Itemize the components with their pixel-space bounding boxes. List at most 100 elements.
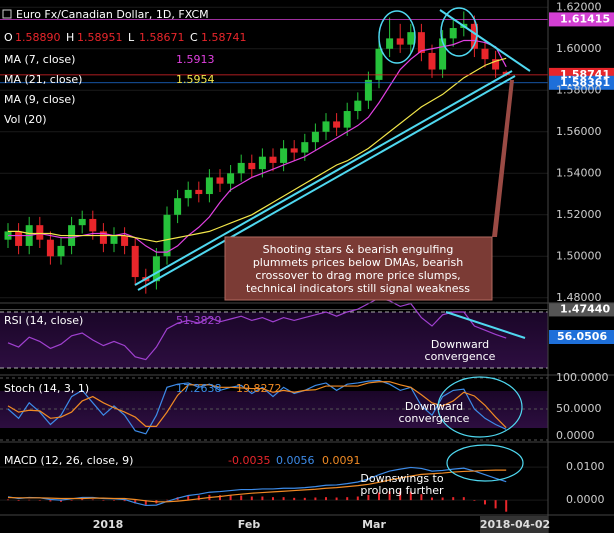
price-marker-label: 1.58741: [560, 68, 610, 81]
y-tick-label: 1.48000: [556, 291, 602, 304]
macd-histogram-bar: [367, 494, 370, 501]
candle-body: [396, 38, 404, 45]
y-tick-label: 0.0000: [556, 429, 595, 442]
macd-histogram-bar: [7, 499, 9, 501]
y-tick-label: 1.58000: [556, 83, 602, 96]
highlight-circle: [437, 376, 523, 438]
macd-histogram-bar: [113, 500, 115, 501]
indicator-value: 51.3829: [176, 314, 222, 327]
candle-body: [280, 148, 288, 163]
candle-body: [428, 52, 436, 70]
indicator-value: 19.8272: [236, 382, 282, 395]
candle-body: [258, 156, 266, 170]
price-marker-box: [549, 12, 614, 27]
rsi-line: [7, 297, 507, 361]
stoch-line: [7, 379, 507, 435]
candle-body: [301, 142, 309, 153]
indicator-name: MA (9, close): [4, 93, 75, 106]
candle-body: [417, 32, 425, 53]
candle-body: [78, 218, 86, 226]
candle-body: [311, 131, 319, 143]
y-tick-label: 100.0000: [556, 371, 609, 384]
macd-histogram-bar: [441, 497, 444, 501]
rsi-marker-label: 56.0506: [557, 330, 607, 343]
candle-body: [110, 235, 118, 244]
indicator-name: MACD (12, 26, close, 9): [4, 454, 133, 467]
macd-histogram-bar: [282, 497, 285, 501]
x-tick-label: 2018: [93, 518, 124, 531]
y-tick-label: 1.56000: [556, 125, 602, 138]
trend-line: [134, 70, 513, 286]
candle-body: [163, 214, 171, 257]
macd-histogram-bar: [187, 495, 190, 501]
trend-line: [137, 75, 516, 291]
highlight-circle: [378, 10, 416, 64]
macd-histogram-bar: [399, 491, 402, 501]
ohlc-key: O: [4, 31, 13, 44]
indicator-name: RSI (14, close): [4, 314, 83, 327]
macd-histogram-bar: [197, 495, 200, 501]
price-marker-label: 1.61415: [560, 12, 610, 25]
price-marker-label: 1.58361: [560, 76, 610, 89]
macd-histogram-bar: [144, 500, 147, 505]
macd-histogram-bar: [335, 497, 338, 501]
candle-body: [470, 23, 478, 49]
x-tick-label: 2018-04-02: [480, 518, 550, 531]
macd-histogram-bar: [303, 497, 306, 501]
candle-body: [354, 100, 362, 112]
macd-histogram-bar: [505, 500, 508, 512]
macd-histogram-bar: [81, 499, 84, 501]
macd-histogram-bar: [261, 496, 264, 501]
candle-body: [216, 177, 224, 184]
trend-line: [439, 9, 531, 72]
macd-histogram-bar: [219, 495, 221, 501]
indicator-value: -0.0035: [228, 454, 270, 467]
macd-line: [7, 466, 507, 507]
indicator-value: 0.0091: [322, 454, 361, 467]
indicator-value: 17.2638: [176, 382, 222, 395]
price-marker-label: 1.47440: [560, 302, 610, 315]
annotation-pointer: [492, 80, 514, 237]
annotation-text: convergence: [425, 350, 496, 363]
macd-histogram-bar: [250, 496, 253, 501]
candle-body: [343, 111, 351, 128]
moving-average-line: [8, 39, 507, 253]
candle-body: [46, 239, 54, 257]
ohlc-key: C: [190, 31, 198, 44]
highlight-circle: [440, 7, 478, 57]
annotation-text: Downward: [431, 338, 489, 351]
indicator-value: 1.5913: [176, 53, 215, 66]
chart-title: Euro Fx/Canadian Dollar, 1D, FXCM: [16, 8, 209, 21]
macd-histogram-bar: [134, 500, 137, 504]
macd-histogram-bar: [409, 491, 412, 501]
candle-body: [57, 245, 65, 257]
y-tick-label: 1.60000: [556, 42, 602, 55]
macd-line: [7, 469, 507, 503]
candle-body: [375, 48, 383, 80]
macd-histogram-bar: [272, 497, 274, 501]
candle-body: [121, 235, 129, 246]
price-marker-box: [549, 302, 614, 317]
x-label-box: [480, 516, 548, 533]
x-tick-label: Mar: [362, 518, 386, 531]
macd-histogram-bar: [462, 497, 465, 501]
candle-body: [184, 189, 192, 199]
macd-histogram-bar: [420, 494, 423, 501]
stoch-line: [7, 381, 507, 429]
ohlc-value: 1.58671: [139, 31, 185, 44]
indicator-name: Stoch (14, 3, 1): [4, 382, 89, 395]
trend-line: [445, 311, 526, 339]
macd-histogram-bar: [60, 500, 62, 502]
indicator-name: MA (21, close): [4, 73, 82, 86]
annotation-text: Downward: [405, 400, 463, 413]
annotation-text: Downswings to: [360, 472, 443, 485]
macd-histogram-bar: [473, 500, 476, 501]
macd-histogram-bar: [388, 491, 391, 501]
macd-histogram-bar: [452, 497, 455, 501]
candle-body: [205, 177, 213, 195]
candle-body: [492, 59, 500, 70]
macd-histogram-bar: [240, 495, 243, 501]
y-tick-label: 1.52000: [556, 208, 602, 221]
